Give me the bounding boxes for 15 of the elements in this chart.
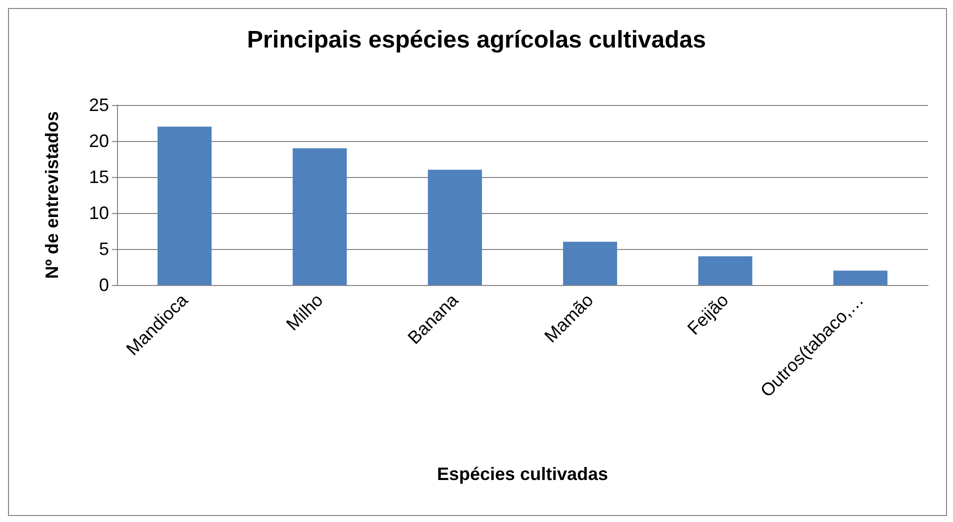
- bar: [698, 256, 752, 285]
- y-tick-label: 0: [98, 275, 109, 295]
- y-tick-label: 5: [98, 239, 109, 259]
- bar: [158, 126, 212, 285]
- y-tick-label: 10: [88, 203, 109, 223]
- y-axis-title: Nº de entrevistados: [42, 111, 62, 279]
- y-tick-label: 15: [88, 167, 109, 187]
- chart-title: Principais espécies agrícolas cultivadas: [247, 26, 706, 54]
- bar: [428, 170, 482, 285]
- x-axis-title: Espécies cultivadas: [436, 464, 608, 484]
- bar: [833, 270, 888, 285]
- bar: [563, 242, 618, 285]
- y-tick-label: 20: [88, 131, 109, 151]
- bar: [292, 148, 347, 285]
- y-tick-label: 25: [88, 95, 109, 115]
